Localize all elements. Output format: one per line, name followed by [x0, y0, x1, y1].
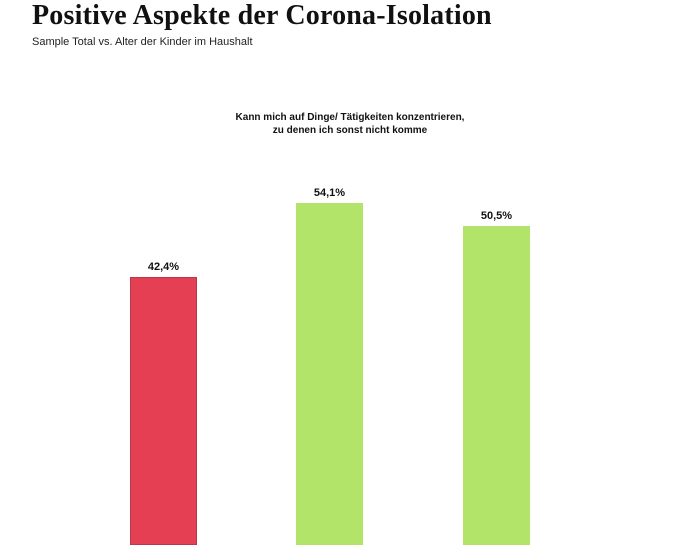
bar-value-label-2: 54,1%	[313, 187, 346, 200]
chart-title: Kann mich auf Dinge/ Tätigkeiten konzent…	[180, 111, 520, 137]
chart-title-line-1: Kann mich auf Dinge/ Tätigkeiten konzent…	[235, 112, 465, 123]
bar-value-label-3: 50,5%	[480, 209, 513, 222]
page-title: Positive Aspekte der Corona-Isolation	[32, 0, 492, 31]
bar-2	[296, 203, 363, 545]
page-subtitle: Sample Total vs. Alter der Kinder im Hau…	[32, 36, 253, 48]
bar-3	[463, 225, 530, 545]
chart-title-line-2: zu denen ich sonst nicht komme	[272, 125, 428, 136]
bar-1	[130, 277, 197, 545]
bar-value-label-1: 42,4%	[147, 261, 180, 274]
